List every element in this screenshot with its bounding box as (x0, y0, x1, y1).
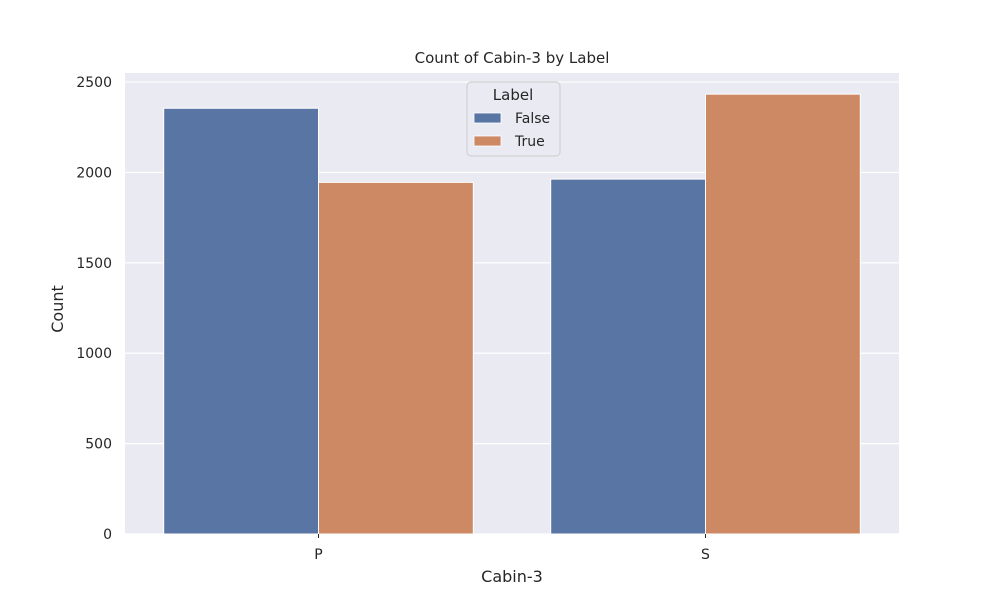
y-tick-label: 500 (85, 437, 112, 453)
chart-title: Count of Cabin-3 by Label (415, 49, 610, 67)
bar-P-True (318, 181, 474, 535)
legend-label-False: False (515, 111, 550, 127)
y-tick-label: 1000 (76, 346, 112, 362)
legend-items: False True (473, 111, 550, 150)
y-tick-label: 0 (103, 527, 112, 543)
x-tick-label: P (314, 547, 322, 563)
y-tick-labels: 0 500 1000 1500 2000 2500 (76, 75, 112, 543)
legend-swatch-False (473, 112, 502, 124)
y-tick-label: 2000 (76, 165, 112, 181)
x-tick-label: S (701, 547, 710, 563)
bar-S-False (550, 178, 707, 535)
bar-P-False (163, 107, 319, 535)
bar-layer (163, 93, 861, 535)
legend: Label False True (466, 81, 561, 157)
legend-swatch-True (473, 135, 502, 147)
bar-S-True (705, 93, 861, 535)
legend-title: Label (493, 86, 533, 104)
legend-label-True: True (514, 134, 545, 150)
y-tick-label: 2500 (76, 75, 112, 91)
y-axis-label: Count (48, 285, 67, 333)
x-axis-label: Cabin-3 (481, 567, 543, 586)
y-tick-label: 1500 (76, 256, 112, 272)
